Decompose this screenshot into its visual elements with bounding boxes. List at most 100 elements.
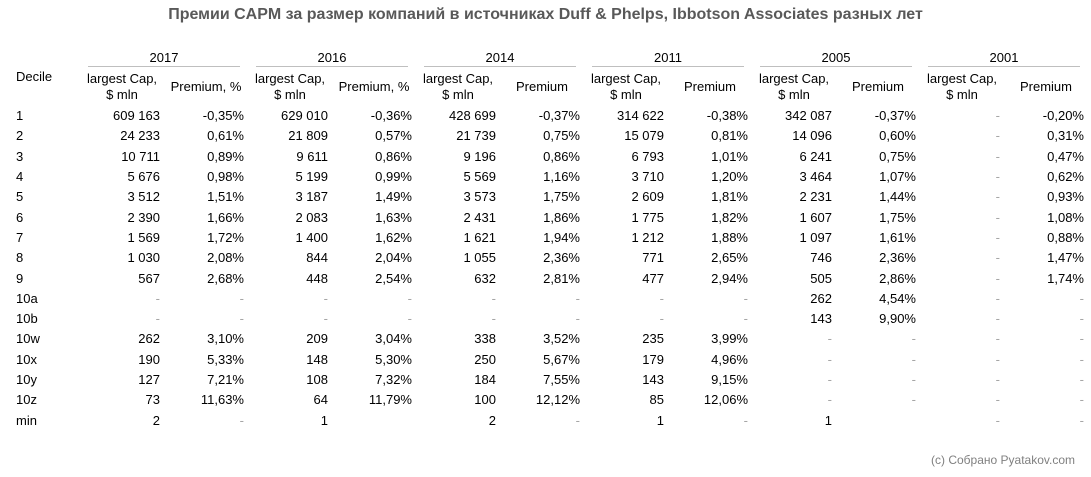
premium-cell: 1,16% xyxy=(543,169,580,185)
cap-cell: - xyxy=(491,311,496,327)
cap-cell: - xyxy=(155,311,160,327)
cap-cell: - xyxy=(323,290,328,306)
decile-label: 10z xyxy=(16,392,37,408)
cap-cell: 179 xyxy=(642,351,664,367)
cap-cell: 1 400 xyxy=(295,229,328,245)
premium-cell: 2,08% xyxy=(207,250,244,266)
decile-label: 10x xyxy=(16,351,37,367)
premium-cell: 5,30% xyxy=(375,351,412,367)
cap-cell: 448 xyxy=(306,270,328,286)
cap-cell: 3 187 xyxy=(295,189,328,205)
cap-cell: - xyxy=(995,169,1000,185)
cap-header: largest Cap, $ mln xyxy=(86,71,158,102)
premium-cell: 2,65% xyxy=(711,250,748,266)
premium-header: Premium xyxy=(515,79,568,94)
premium-cell: 7,55% xyxy=(543,372,580,387)
cap-cell: 21 809 xyxy=(288,128,328,144)
cap-cell: 148 xyxy=(306,351,328,367)
cap-cell: 2 431 xyxy=(463,209,496,225)
premium-cell: 0,89% xyxy=(207,148,244,164)
cap-cell: - xyxy=(995,351,1000,367)
year-label: 2014 xyxy=(424,50,576,67)
year-header: 2016 xyxy=(248,48,416,68)
decile-label: 5 xyxy=(16,189,24,205)
cap-cell: - xyxy=(323,311,328,327)
decile-label: 10w xyxy=(16,331,40,347)
premium-cell: 1,86% xyxy=(543,209,580,225)
premium-cell: 1,62% xyxy=(375,229,412,245)
subheader-row: largest Cap, $ mln Premium, % largest Cap,… xyxy=(4,68,1088,106)
premium-cell: - xyxy=(911,351,916,367)
cap-cell: 1 212 xyxy=(631,229,664,245)
decile-label: 6 xyxy=(16,209,24,225)
premium-cell: -0,37% xyxy=(538,108,580,124)
cap-cell: 262 xyxy=(810,290,832,306)
cap-cell: 629 010 xyxy=(281,108,328,124)
cap-cell: 143 xyxy=(642,372,664,387)
premium-cell: 11,63% xyxy=(200,392,244,408)
premium-cell: 2,94% xyxy=(711,270,748,286)
premium-cell: 0,88% xyxy=(1047,229,1084,245)
cap-cell: 844 xyxy=(306,250,328,266)
cap-cell: 2 xyxy=(488,412,496,428)
year-header: 2014 xyxy=(416,48,584,68)
decile-label: 10b xyxy=(16,311,38,327)
data-row: 1 609 163 -0,35% 629 010 -0,36% 428 699 -0,37%… xyxy=(4,106,1088,126)
decile-label: 10y xyxy=(16,372,37,387)
cap-cell: 15 079 xyxy=(624,128,664,144)
row-header: Decile xyxy=(16,69,53,84)
cap-cell: 209 xyxy=(306,331,328,347)
decile-label: 1 xyxy=(16,108,24,124)
data-row: 7 1 569 1,72% 1 400 1,62% 1 621 1,94% 1 212 1,88… xyxy=(4,228,1088,248)
decile-label: 4 xyxy=(16,169,24,185)
cap-header: largest Cap, $ mln xyxy=(254,71,326,102)
cap-cell: - xyxy=(995,209,1000,225)
premium-cell: 2,54% xyxy=(375,270,412,286)
cap-cell: - xyxy=(827,392,832,408)
premium-cell: 0,62% xyxy=(1047,169,1084,185)
cap-cell: 1 xyxy=(824,412,832,428)
premium-cell: 2,04% xyxy=(375,250,412,266)
year-label: 2016 xyxy=(256,50,408,67)
premium-cell: - xyxy=(1079,290,1084,306)
premium-cell: -0,37% xyxy=(874,108,916,124)
cap-cell: - xyxy=(659,311,664,327)
cap-header: largest Cap, $ mln xyxy=(926,71,998,102)
cap-cell: 1 621 xyxy=(463,229,496,245)
cap-cell: 2 390 xyxy=(127,209,160,225)
cap-cell: 567 xyxy=(138,270,160,286)
premium-cell: - xyxy=(407,290,412,306)
cap-cell: 428 699 xyxy=(449,108,496,124)
cap-cell: 2 609 xyxy=(631,189,664,205)
cap-cell: 5 569 xyxy=(463,169,496,185)
premium-cell: - xyxy=(1079,331,1084,347)
cap-cell: 5 199 xyxy=(295,169,328,185)
premium-cell: 1,08% xyxy=(1047,209,1084,225)
premium-cell: 1,72% xyxy=(207,229,244,245)
credit: (c) Собрано Pyatakov.com xyxy=(931,453,1075,467)
cap-cell: 3 710 xyxy=(631,169,664,185)
premium-cell: 12,06% xyxy=(703,392,748,408)
premium-cell xyxy=(836,410,920,430)
premium-cell: 11,79% xyxy=(368,392,412,408)
premium-cell: 3,04% xyxy=(375,331,412,347)
premium-cell: 7,21% xyxy=(207,372,244,387)
premium-cell: 1,61% xyxy=(879,229,916,245)
premium-cell: - xyxy=(743,311,748,327)
premium-cell: 1,01% xyxy=(711,148,748,164)
cap-cell: 85 xyxy=(649,392,664,408)
decile-label: 2 xyxy=(16,128,24,144)
premium-cell: 0,99% xyxy=(375,169,412,185)
data-row: 3 10 711 0,89% 9 611 0,86% 9 196 0,86% 6 793 1,0… xyxy=(4,147,1088,167)
cap-cell: 1 xyxy=(656,412,664,428)
data-row: 5 3 512 1,51% 3 187 1,49% 3 573 1,75% 2 609 1,81… xyxy=(4,187,1088,207)
premium-cell: 4,96% xyxy=(711,351,748,367)
cap-cell: 6 793 xyxy=(631,148,664,164)
data-row: min 2 - 1 2 - 1 - 1 - - xyxy=(4,410,1088,430)
cap-cell: 21 739 xyxy=(456,128,496,144)
premium-cell: - xyxy=(1079,392,1084,408)
premium-cell: 0,93% xyxy=(1047,189,1084,205)
year-label: 2005 xyxy=(760,50,912,67)
cap-cell: - xyxy=(995,108,1000,124)
